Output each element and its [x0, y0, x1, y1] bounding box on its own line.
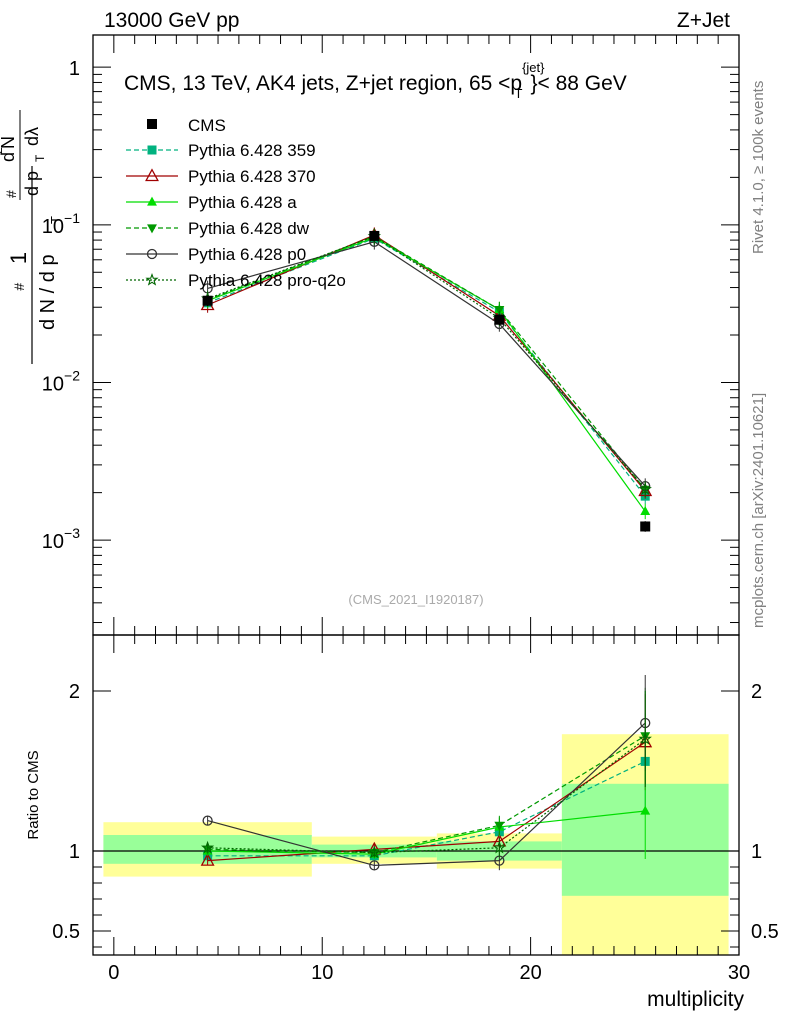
chart-title: CMS, 13 TeV, AK4 jets, Z+jet region, 65 … [124, 60, 627, 101]
main-panel: 110−110−210−3 CMS, 13 TeV, AK4 jets, Z+j… [0, 34, 740, 636]
legend-marker [147, 145, 157, 155]
main-series-line [207, 234, 646, 492]
main-ytick-label: 10−1 [42, 210, 80, 238]
main-ytick-base: 10 [42, 216, 64, 238]
ratio-series-marker [369, 860, 380, 871]
ratio-ytick-label-right: 1 [751, 841, 762, 863]
header-right: Z+Jet [677, 9, 730, 32]
ylabel-hash2: # [3, 190, 19, 198]
ylabel-denominator: d N / d p [37, 254, 59, 330]
x-axis-label: multiplicity [647, 988, 744, 1011]
ratio-series-marker [367, 845, 382, 859]
cms-data-point [494, 314, 505, 325]
legend-label: Pythia 6.428 dw [188, 219, 310, 238]
ratio-series-marker [202, 815, 213, 826]
svg-text:CMS, 13 TeV, AK4 jets, Z+jet r: CMS, 13 TeV, AK4 jets, Z+jet region, 65 … [124, 60, 627, 101]
ratio-ytick-label-right: 0.5 [751, 921, 779, 943]
ratio-xtick-label: 10 [311, 962, 333, 984]
main-ytick-exp: −1 [64, 210, 80, 226]
ylabel-dlambda: dλ [22, 127, 42, 146]
ratio-series-marker [200, 852, 215, 866]
main-series-marker [638, 482, 652, 496]
main-ylabel: # 1 d N / d p T # d N 2 d p T dλ [0, 110, 63, 364]
ratio-frame [92, 634, 740, 956]
legend-marker [146, 248, 158, 260]
legend-label: Pythia 6.428 pro-q2o [188, 271, 346, 290]
main-cms-data [202, 230, 651, 532]
ratio-panel: 0.5 0.5 1 1 2 2 0 10 20 30 Ratio to CMS multipli… [25, 634, 779, 1011]
ylabel-dpt-sub: T [33, 154, 47, 162]
ratio-series-marker [640, 805, 651, 815]
main-ytick-label: 10−3 [42, 525, 80, 553]
ylabel-denom-sub: T [48, 216, 63, 224]
legend: CMS Pythia 6.428 359 Pythia 6.428 370 Pythi… [126, 116, 346, 290]
main-series-line [207, 241, 646, 487]
main-x-ticks [92, 35, 740, 635]
ratio-ytick-label-left: 1 [69, 841, 80, 863]
legend-label: Pythia 6.428 a [188, 193, 297, 212]
ratio-xtick-label: 0 [108, 962, 119, 984]
ratio-y-axis: 0.5 0.5 1 1 2 2 [52, 681, 779, 948]
main-ytick-exp: −2 [64, 367, 80, 383]
main-series-marker [494, 305, 505, 315]
ylabel-d: d [0, 152, 18, 162]
ratio-series-line [207, 810, 646, 855]
main-ytick-label: 10−2 [42, 367, 80, 395]
main-ytick-base: 10 [42, 531, 64, 553]
ratio-series-marker [200, 840, 215, 854]
ylabel-hash1: # [11, 283, 27, 291]
ylabel-sq: 2 [0, 147, 5, 154]
ratio-xtick-label: 20 [519, 962, 541, 984]
cms-data-point [202, 295, 213, 306]
main-series-line [207, 235, 646, 490]
legend-label: Pythia 6.428 370 [188, 167, 316, 186]
rivet-label: Rivet 4.1.0, ≥ 100k events [750, 81, 767, 254]
ylabel-dpt: d p [22, 171, 42, 196]
legend-cms-marker [147, 119, 157, 129]
legend-cms-label: CMS [188, 116, 226, 135]
ylabel-N: N [0, 136, 18, 149]
ratio-series-line [207, 738, 646, 854]
mcplots-label: mcplots.cern.ch [arXiv:2401.10621] [750, 393, 767, 628]
title-sub: T [515, 86, 523, 101]
analysis-watermark: (CMS_2021_I1920187) [348, 592, 483, 607]
svg-text:# 1: # 1 [6, 252, 31, 291]
main-y-axis: 110−110−210−3 [42, 58, 739, 624]
legend-marker [145, 168, 159, 182]
cms-data-point [369, 230, 380, 241]
header-left: 13000 GeV pp [104, 9, 239, 32]
ratio-x-axis: 0 10 20 30 [92, 635, 750, 984]
ratio-series-line [207, 722, 646, 867]
legend-label: Pythia 6.428 p0 [188, 245, 306, 264]
ratio-series-line [207, 735, 646, 854]
title-sup: {jet} [522, 60, 545, 75]
ylabel-one: 1 [6, 252, 31, 264]
ratio-series-marker [638, 731, 652, 745]
ratio-ylabel: Ratio to CMS [25, 750, 42, 839]
main-ytick-base: 10 [42, 373, 64, 395]
legend-marker [145, 272, 159, 286]
cms-data-point [640, 521, 651, 532]
title-tail: }< 88 GeV [530, 72, 626, 95]
title-main: CMS, 13 TeV, AK4 jets, Z+jet region, 65 … [124, 72, 522, 95]
ratio-xtick-label: 30 [728, 962, 750, 984]
main-ytick-label: 1 [69, 58, 80, 80]
main-ytick-exp: −3 [64, 525, 80, 541]
ratio-series-layer [200, 675, 653, 871]
legend-marker [147, 224, 157, 234]
ratio-series-marker [494, 821, 505, 831]
legend-marker [147, 196, 157, 206]
ratio-series-line [207, 760, 646, 857]
main-ytick-base: 1 [69, 58, 80, 80]
ratio-ytick-label-right: 2 [751, 681, 762, 703]
legend-label: Pythia 6.428 359 [188, 141, 316, 160]
main-series-marker [640, 506, 651, 516]
ratio-ytick-label-left: 2 [69, 681, 80, 703]
ratio-ytick-label-left: 0.5 [52, 921, 80, 943]
ratio-series-marker [492, 840, 507, 854]
